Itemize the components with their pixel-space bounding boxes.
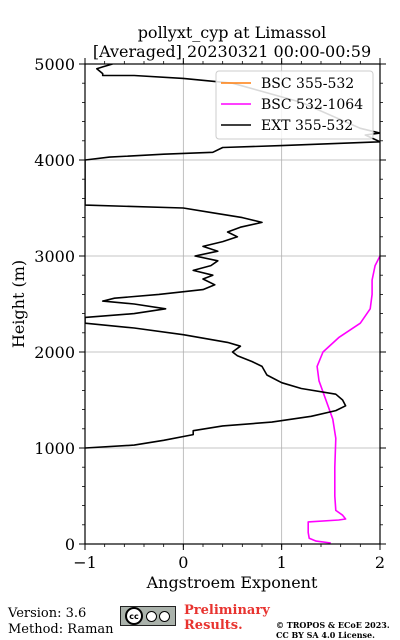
legend-label-ext-355-532: EXT 355-532 xyxy=(261,118,353,134)
y-tick-label: 3000 xyxy=(34,247,75,266)
copyright-notice: © TROPOS & ECoE 2023. CC BY SA 4.0 Licen… xyxy=(276,620,390,640)
plot-frame xyxy=(84,63,381,545)
x-tick-label: −1 xyxy=(73,553,97,572)
y-axis-label: Height (m) xyxy=(9,260,28,348)
sa-icon xyxy=(159,610,170,622)
copyright-line2: CC BY SA 4.0 License. xyxy=(276,630,375,640)
chart-title-line2: [Averaged] 20230321 00:00-00:59 xyxy=(93,42,371,61)
method-text: Method: Raman xyxy=(8,622,114,637)
legend-label-bsc-355-532: BSC 355-532 xyxy=(261,76,354,92)
copyright-line1: © TROPOS & ECoE 2023. xyxy=(276,620,390,630)
preliminary-results-notice: Preliminary Results. xyxy=(184,603,270,633)
legend: BSC 355-532 BSC 532-1064 EXT 355-532 xyxy=(215,70,374,140)
series-line-bsc-532-1064 xyxy=(307,253,380,544)
x-tick-label: 1 xyxy=(277,553,287,572)
prelim-line2: Results. xyxy=(184,618,243,633)
y-tick-label: 1000 xyxy=(34,439,75,458)
version-info: Version: 3.6 Method: Raman xyxy=(8,606,114,638)
y-tick-label: 4000 xyxy=(34,151,75,170)
chart-title-line1: pollyxt_cyp at Limassol xyxy=(138,23,327,42)
cc-icon: cc xyxy=(125,607,143,625)
cc-license-badge: cc xyxy=(120,606,176,626)
profile-chart: pollyxt_cyp at Limassol [Averaged] 20230… xyxy=(9,23,386,592)
by-icon xyxy=(146,610,157,622)
x-tick-label: 2 xyxy=(375,553,385,572)
y-tick-label: 5000 xyxy=(34,55,75,74)
legend-box xyxy=(215,70,374,140)
x-tick-label: 0 xyxy=(178,553,188,572)
prelim-line1: Preliminary xyxy=(184,603,270,618)
y-tick-label: 0 xyxy=(65,535,75,554)
y-tick-label: 2000 xyxy=(34,343,75,362)
legend-label-bsc-532-1064: BSC 532-1064 xyxy=(261,97,363,113)
version-text: Version: 3.6 xyxy=(8,606,87,621)
x-axis-label: Angstroem Exponent xyxy=(146,573,318,592)
